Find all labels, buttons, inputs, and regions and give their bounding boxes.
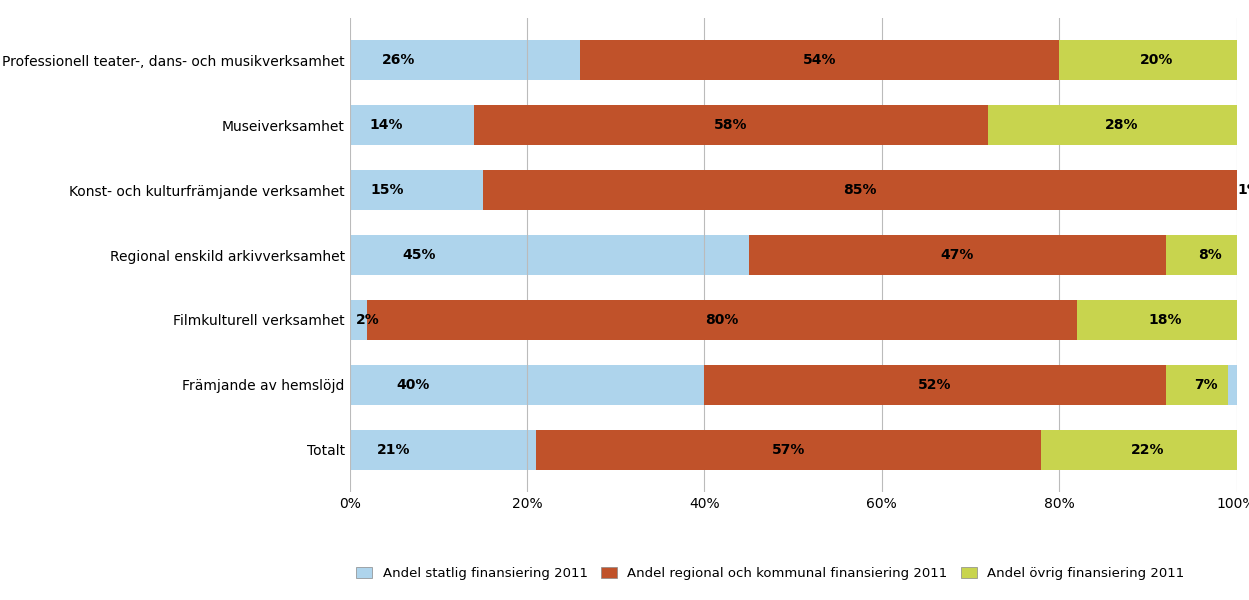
Bar <box>350 365 1237 405</box>
Text: 80%: 80% <box>706 313 739 327</box>
Bar <box>350 300 1237 340</box>
Bar <box>1237 170 1245 210</box>
Text: 8%: 8% <box>1198 248 1222 262</box>
Bar <box>367 300 1077 340</box>
Bar <box>1059 40 1237 80</box>
Text: 26%: 26% <box>382 53 415 67</box>
Bar <box>581 40 1059 80</box>
Text: 18%: 18% <box>1149 313 1183 327</box>
Text: 14%: 14% <box>368 118 402 132</box>
Text: 85%: 85% <box>843 183 877 197</box>
Bar <box>350 40 1237 80</box>
Text: 2%: 2% <box>356 313 380 327</box>
Text: 28%: 28% <box>1104 118 1138 132</box>
Bar <box>536 430 1042 470</box>
Text: 40%: 40% <box>397 378 430 392</box>
Bar <box>1165 235 1237 275</box>
Bar <box>482 170 1237 210</box>
Bar <box>473 105 988 145</box>
Text: 52%: 52% <box>918 378 952 392</box>
Bar <box>350 105 1237 145</box>
Bar <box>350 170 1237 210</box>
Bar <box>1165 365 1228 405</box>
Text: 20%: 20% <box>1140 53 1173 67</box>
Bar <box>704 365 1165 405</box>
Text: 21%: 21% <box>376 443 410 457</box>
Text: 7%: 7% <box>1194 378 1218 392</box>
Bar <box>749 235 1165 275</box>
Bar <box>350 430 1237 470</box>
Text: 47%: 47% <box>940 248 974 262</box>
Bar <box>350 235 1237 275</box>
Text: 45%: 45% <box>402 248 436 262</box>
Bar <box>1042 430 1237 470</box>
Text: 1%: 1% <box>1238 183 1249 197</box>
Bar <box>988 105 1237 145</box>
Bar <box>1077 300 1237 340</box>
Text: 54%: 54% <box>803 53 837 67</box>
Text: 57%: 57% <box>772 443 806 457</box>
Text: 15%: 15% <box>370 183 403 197</box>
Legend: Andel statlig finansiering 2011, Andel regional och kommunal finansiering 2011, : Andel statlig finansiering 2011, Andel r… <box>356 567 1184 580</box>
Text: 22%: 22% <box>1132 443 1164 457</box>
Text: 58%: 58% <box>714 118 748 132</box>
